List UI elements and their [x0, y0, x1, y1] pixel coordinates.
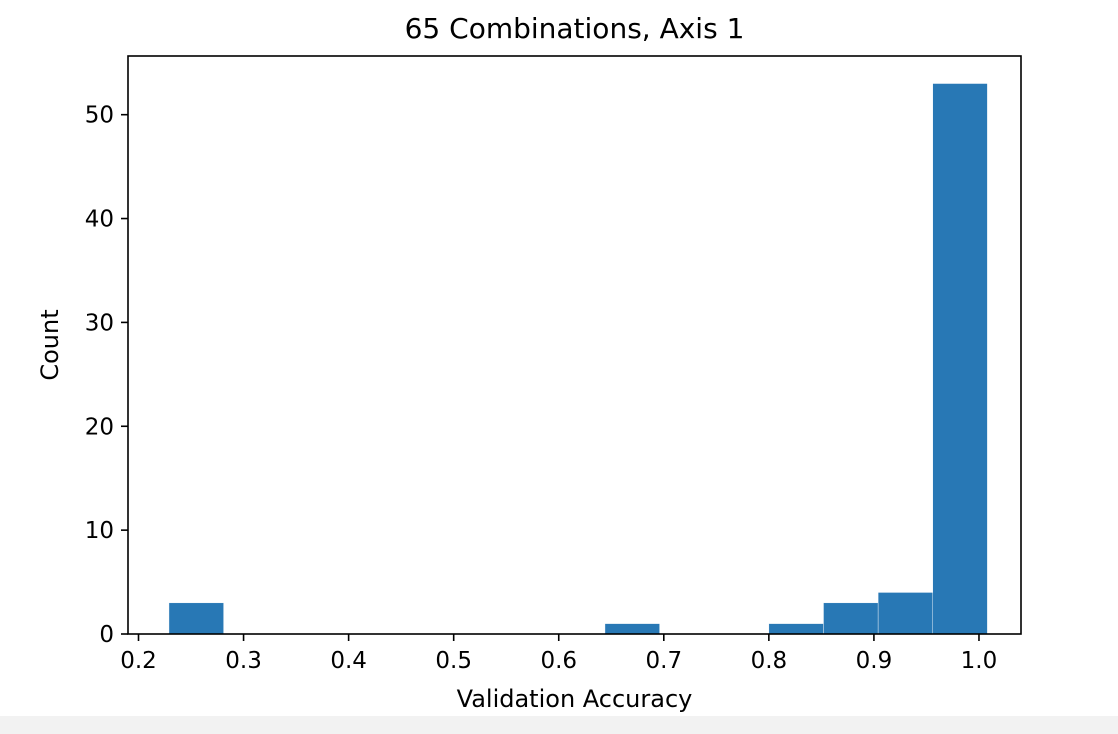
x-tick-label: 0.7 [646, 648, 683, 674]
x-tick-label: 0.8 [751, 648, 788, 674]
histogram-bars [168, 83, 988, 635]
x-axis-ticks: 0.2 0.3 0.4 0.5 0.6 0.7 0.8 0.9 1.0 [120, 634, 997, 674]
y-tick-label: 30 [85, 310, 114, 336]
x-tick-label: 0.9 [856, 648, 893, 674]
y-axis-ticks: 0 10 20 30 40 50 [85, 103, 128, 648]
y-tick-label: 0 [99, 622, 114, 648]
histogram-bar [932, 83, 988, 635]
histogram-bar [604, 623, 660, 635]
histogram-bar [877, 592, 933, 635]
x-tick-label: 0.6 [540, 648, 577, 674]
histogram-bar [823, 602, 879, 635]
x-tick-label: 1.0 [961, 648, 998, 674]
x-tick-label: 0.3 [225, 648, 262, 674]
y-tick-label: 10 [85, 518, 114, 544]
y-axis-label: Count [36, 309, 64, 380]
histogram-bar [768, 623, 824, 635]
y-tick-label: 50 [85, 103, 114, 129]
histogram-bar [168, 602, 224, 635]
plot-area-frame [127, 55, 1022, 635]
y-tick-label: 20 [85, 414, 114, 440]
x-axis-label: Validation Accuracy [457, 685, 693, 713]
x-tick-label: 0.4 [330, 648, 367, 674]
chart-title: 65 Combinations, Axis 1 [405, 12, 745, 45]
bottom-background-band [0, 716, 1118, 734]
x-tick-label: 0.5 [435, 648, 472, 674]
y-tick-label: 40 [85, 207, 114, 233]
x-tick-label: 0.2 [120, 648, 157, 674]
